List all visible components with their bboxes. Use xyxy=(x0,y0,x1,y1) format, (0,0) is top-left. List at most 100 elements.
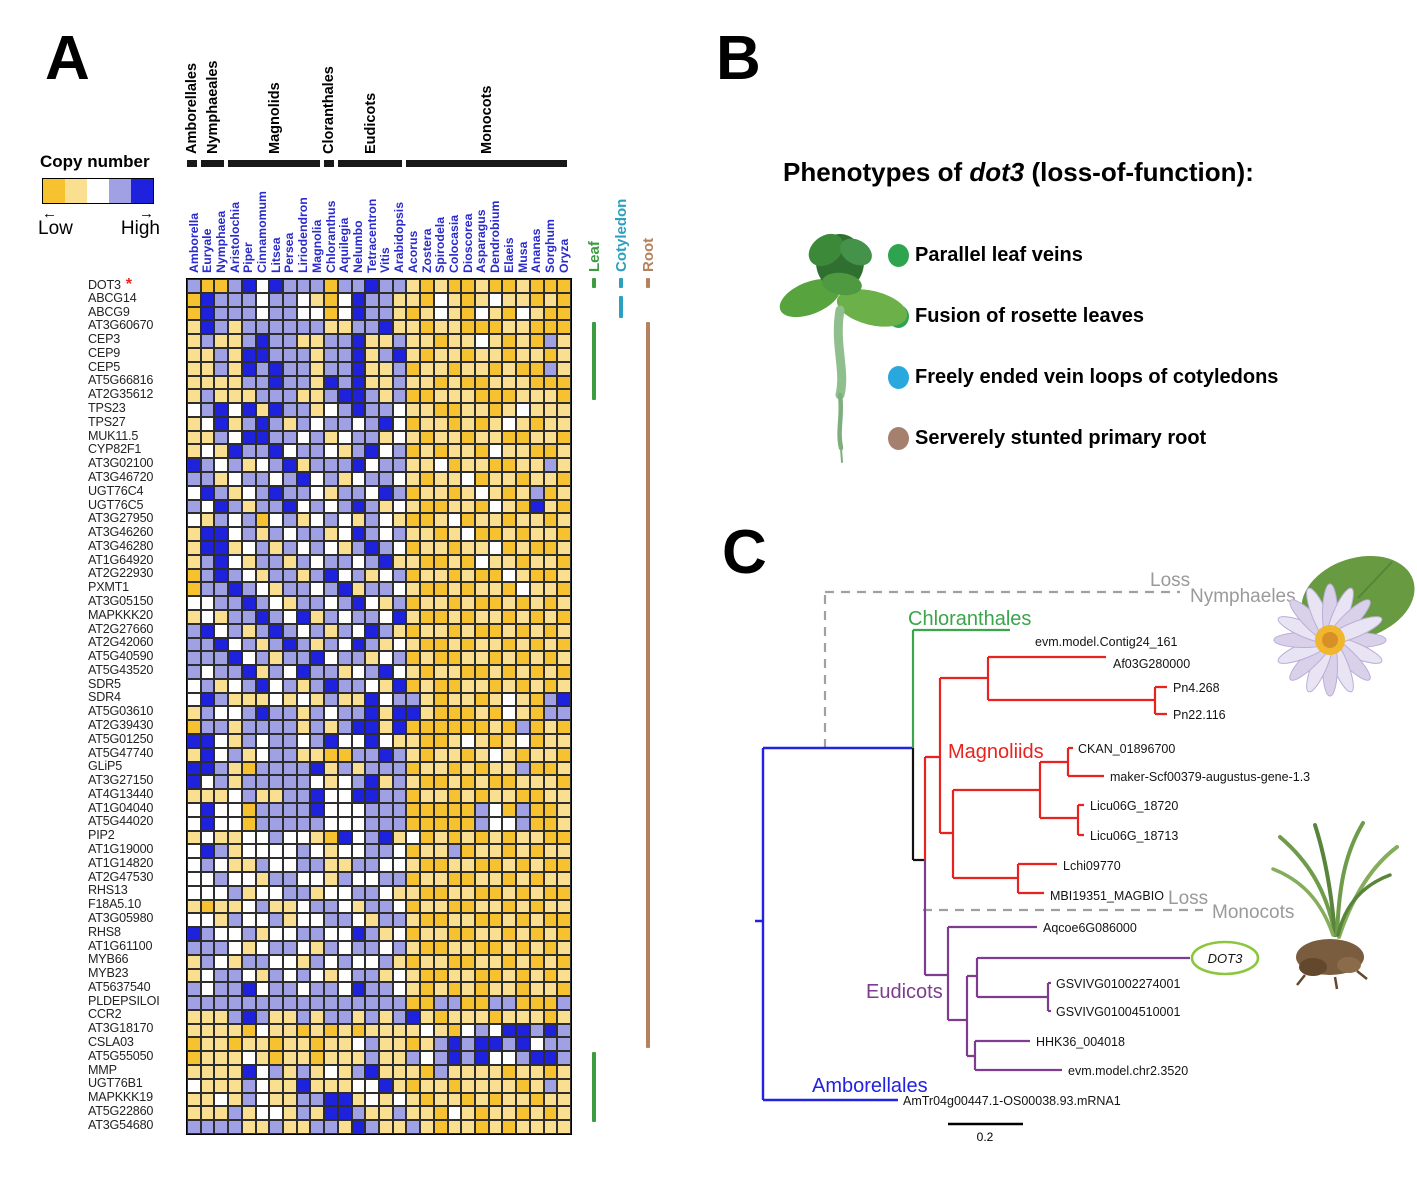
heatmap-cell xyxy=(200,499,215,514)
heatmap-cell xyxy=(379,347,393,362)
heatmap-cell xyxy=(406,527,421,542)
heatmap-cell xyxy=(283,803,297,817)
heatmap-cell xyxy=(557,568,571,583)
heatmap-cell xyxy=(324,334,338,348)
heatmap-cell xyxy=(475,885,489,900)
heatmap-cell xyxy=(255,472,270,486)
row-label-at1g19000: AT1G19000 xyxy=(88,842,154,857)
heatmap-cell xyxy=(406,596,421,610)
heatmap-cell xyxy=(392,596,407,610)
heatmap-cell xyxy=(365,541,379,555)
heatmap-cell xyxy=(228,1092,242,1107)
heatmap-cell xyxy=(214,416,229,431)
heatmap-cell xyxy=(365,830,379,845)
row-label-csla03: CSLA03 xyxy=(88,1034,134,1049)
heatmap-cell xyxy=(488,375,503,390)
heatmap-cell xyxy=(200,1065,215,1079)
heatmap-cell xyxy=(296,982,311,997)
heatmap-cell xyxy=(379,1106,393,1121)
heatmap-cell xyxy=(392,665,407,679)
heatmap-cell xyxy=(379,320,393,335)
heatmap-cell xyxy=(255,665,270,679)
heatmap-cell xyxy=(200,637,215,652)
heatmap-cell xyxy=(406,361,421,376)
heatmap-cell xyxy=(516,609,530,624)
heatmap-cell xyxy=(392,940,407,955)
heatmap-cell xyxy=(310,1051,325,1066)
heatmap-cell xyxy=(461,279,475,293)
heatmap-cell xyxy=(420,485,434,500)
heatmap-cell xyxy=(557,458,571,473)
heatmap-cell xyxy=(365,472,379,486)
heatmap-cell xyxy=(365,844,379,859)
heatmap-cell xyxy=(255,927,270,941)
heatmap-cell xyxy=(241,1037,256,1052)
heatmap-cell xyxy=(324,513,338,528)
heatmap-cell xyxy=(488,761,503,776)
heatmap-cell xyxy=(200,692,215,707)
heatmap-cell xyxy=(214,609,229,624)
heatmap-cell xyxy=(516,389,530,404)
heatmap-cell xyxy=(557,389,571,404)
heatmap-cell xyxy=(529,334,544,348)
heatmap-cell xyxy=(200,1092,215,1107)
heatmap-cell xyxy=(420,734,434,748)
heatmap-cell xyxy=(187,513,201,528)
heatmap-cell xyxy=(337,279,352,293)
heatmap-cell xyxy=(365,678,379,693)
heatmap-cell xyxy=(228,485,242,500)
heatmap-cell xyxy=(433,609,448,624)
heatmap-cell xyxy=(433,816,448,831)
heatmap-cell xyxy=(296,347,311,362)
heatmap-cell xyxy=(310,292,325,307)
heatmap-cell xyxy=(283,1078,297,1093)
heatmap-cell xyxy=(392,485,407,500)
heatmap-cell xyxy=(502,858,517,872)
heatmap-cell xyxy=(200,375,215,390)
heatmap-cell xyxy=(324,361,338,376)
heatmap-cell xyxy=(529,485,544,500)
row-label-at2g39430: AT2G39430 xyxy=(88,718,154,732)
heatmap-cell xyxy=(529,320,544,335)
heatmap-cell xyxy=(488,582,503,597)
heatmap-cell xyxy=(214,789,229,804)
heatmap-cell xyxy=(351,789,366,804)
heatmap-cell xyxy=(475,527,489,542)
heatmap-cell xyxy=(502,678,517,693)
heatmap-cell xyxy=(365,747,379,762)
heatmap-cell xyxy=(557,1051,571,1066)
heatmap-cell xyxy=(296,913,311,928)
row-label-cep5: CEP5 xyxy=(88,359,121,374)
heatmap-cell xyxy=(516,1037,530,1052)
heatmap-cell xyxy=(392,389,407,404)
heatmap-cell xyxy=(351,775,366,790)
heatmap-cell xyxy=(461,816,475,831)
heatmap-cell xyxy=(255,720,270,735)
heatmap-cell xyxy=(351,1037,366,1052)
heatmap-cell xyxy=(214,1023,229,1038)
heatmap-cell xyxy=(420,899,434,914)
heatmap-cell xyxy=(475,871,489,886)
row-label-cep9: CEP9 xyxy=(88,345,121,360)
heatmap-cell xyxy=(529,361,544,376)
heatmap-cell xyxy=(351,403,366,417)
heatmap-cell xyxy=(255,996,270,1010)
heatmap-cell xyxy=(200,913,215,928)
heatmap-cell xyxy=(447,844,462,859)
tissue-segment-leaf-1 xyxy=(592,322,596,400)
row-label-muk11.5: MUK11.5 xyxy=(88,428,139,443)
heatmap-cell xyxy=(255,692,270,707)
heatmap-cell xyxy=(379,747,393,762)
heatmap-cell xyxy=(241,403,256,417)
heatmap-cell xyxy=(228,541,242,555)
heatmap-cell xyxy=(529,1051,544,1066)
heatmap-cell xyxy=(502,706,517,721)
heatmap-cell xyxy=(392,1120,407,1134)
heatmap-cell xyxy=(283,927,297,941)
heatmap-cell xyxy=(283,582,297,597)
heatmap-cell xyxy=(392,334,407,348)
heatmap-cell xyxy=(200,940,215,955)
heatmap-cell xyxy=(502,651,517,666)
heatmap-cell xyxy=(269,913,283,928)
heatmap-cell xyxy=(557,871,571,886)
